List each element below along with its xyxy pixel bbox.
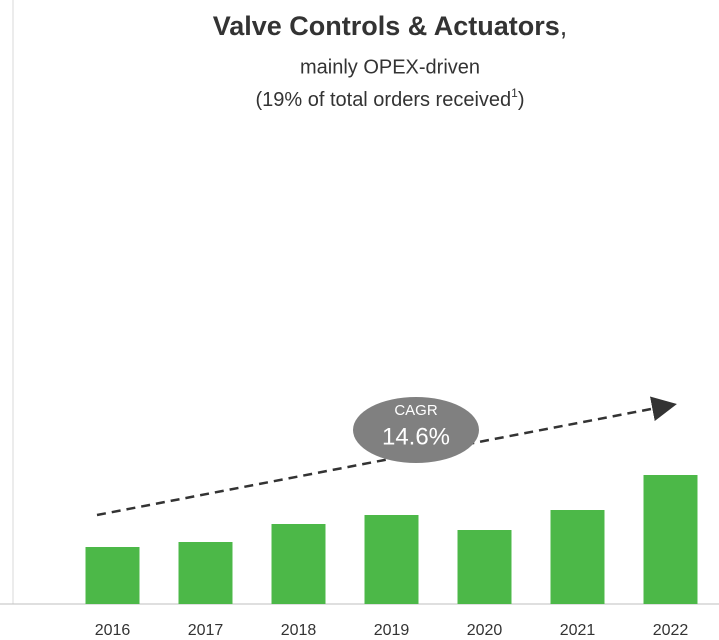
- note-text: (19% of total orders received: [255, 89, 511, 111]
- bar: [271, 524, 326, 604]
- chart-title: Valve Controls & Actuators,: [213, 11, 568, 41]
- x-tick-label: 2020: [467, 622, 503, 639]
- x-tick-label: 2021: [560, 622, 596, 639]
- cagr-bubble: [353, 397, 479, 463]
- trend-arrow: [96, 396, 677, 517]
- x-tick-label: 2022: [653, 622, 689, 639]
- note: (19% of total orders received1): [255, 86, 524, 111]
- bar: [85, 547, 140, 604]
- x-tick-label: 2019: [374, 622, 410, 639]
- note-ref: 1: [511, 86, 518, 100]
- x-tick-label: 2016: [95, 622, 131, 639]
- cagr-value: 14.6%: [382, 423, 450, 450]
- cagr-label: CAGR: [394, 402, 438, 419]
- subtitle: mainly OPEX-driven: [300, 56, 480, 78]
- x-tick-label: 2017: [188, 622, 224, 639]
- bar: [364, 515, 419, 604]
- note-close: ): [518, 89, 525, 111]
- x-tick-label: 2018: [281, 622, 317, 639]
- bar: [550, 510, 605, 604]
- bar: [457, 530, 512, 604]
- bar: [178, 542, 233, 604]
- bar: [643, 475, 698, 604]
- title-suffix: ,: [560, 11, 568, 41]
- title-main: Valve Controls & Actuators: [213, 11, 560, 41]
